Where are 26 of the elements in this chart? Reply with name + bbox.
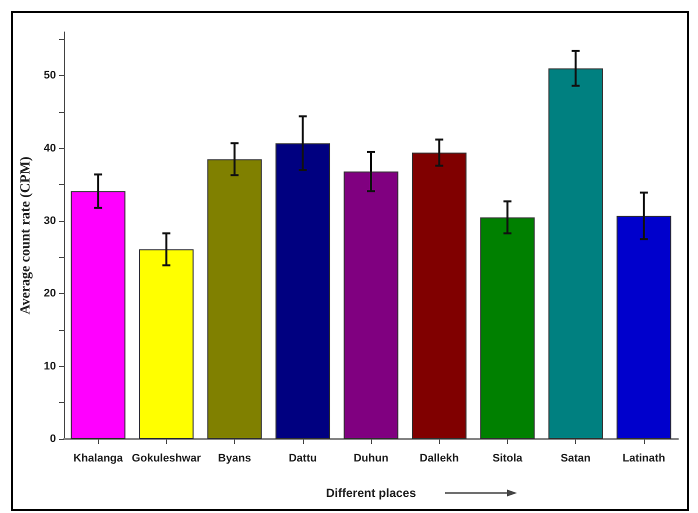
y-tick-label: 50: [44, 70, 56, 82]
x-tick-label: Satan: [560, 452, 591, 464]
bar: [412, 152, 467, 439]
bar: [344, 172, 398, 439]
y-tick-label: 0: [50, 433, 56, 445]
bar: [275, 143, 330, 439]
y-tick-label: 20: [44, 288, 56, 300]
y-tick-label: 10: [44, 360, 56, 372]
x-tick-label: Byans: [218, 452, 252, 464]
bar: [480, 217, 535, 439]
bar: [548, 68, 603, 439]
x-axis-title: Different places: [326, 486, 416, 500]
bar: [70, 191, 126, 439]
x-tick-label: Sitola: [492, 452, 524, 464]
x-tick-label: Dattu: [288, 452, 317, 464]
bar: [616, 216, 672, 439]
x-tick-label: Duhun: [354, 452, 389, 464]
bar: [139, 249, 194, 439]
x-tick-label: Khalanga: [73, 452, 124, 464]
x-tick-label: Latinath: [622, 452, 666, 464]
y-axis-title: Average count rate (CPM): [18, 156, 34, 314]
y-tick-label: 40: [44, 142, 56, 154]
x-tick-label: Gokuleshwar: [132, 452, 202, 464]
bar: [207, 159, 262, 439]
x-tick-label: Dallekh: [420, 452, 460, 464]
y-tick-label: 30: [44, 214, 56, 227]
